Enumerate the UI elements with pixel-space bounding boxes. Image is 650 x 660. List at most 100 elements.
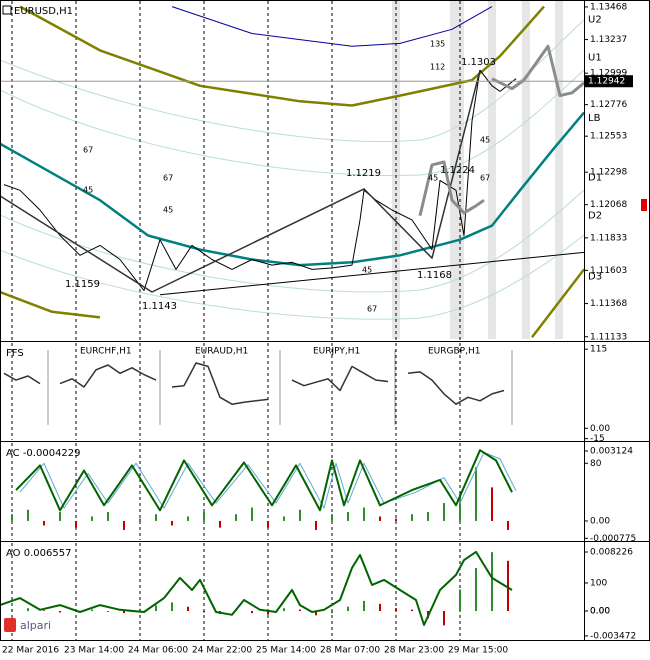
annotation: 45 bbox=[362, 266, 372, 275]
y-tick-label: 0.00 bbox=[590, 516, 610, 526]
histogram-bar bbox=[475, 467, 477, 521]
histogram-bar bbox=[363, 507, 365, 521]
band-curve bbox=[0, 69, 585, 176]
histogram-bar bbox=[235, 514, 237, 521]
annotation: 67 bbox=[480, 174, 490, 183]
y-tick-label: 100 bbox=[590, 578, 607, 588]
annotation: 135 bbox=[430, 40, 445, 49]
pane-title: AC -0.0004229 bbox=[6, 448, 81, 459]
marker bbox=[641, 199, 647, 211]
series-line bbox=[15, 449, 513, 512]
brand: alpari bbox=[20, 619, 51, 632]
histogram-bar bbox=[491, 487, 493, 521]
histogram-bar bbox=[155, 514, 157, 521]
y-tick-label: 1.12298 bbox=[590, 168, 627, 178]
series-line bbox=[418, 44, 585, 217]
level-label: D2 bbox=[588, 211, 602, 222]
histogram-bar bbox=[139, 608, 141, 612]
annotation: 1.1159 bbox=[65, 279, 100, 290]
histogram-bar bbox=[411, 609, 413, 612]
plot-layer: 1.13468 1.13237 1.12999 1.12776 1.12553 1.122… bbox=[0, 1, 636, 656]
title-icon bbox=[2, 5, 12, 15]
annotation: 45 bbox=[480, 136, 490, 145]
y-tick-label: 80 bbox=[590, 459, 602, 469]
annotation: 1.1168 bbox=[417, 270, 452, 281]
series-line bbox=[159, 251, 585, 296]
band-curve bbox=[0, 189, 585, 293]
x-tick-label: 24 Mar 06:00 bbox=[128, 646, 188, 656]
y-tick-label: 1.11368 bbox=[590, 299, 627, 309]
x-tick-label: 22 Mar 2016 bbox=[2, 646, 59, 656]
last-price-box bbox=[585, 75, 633, 88]
histogram-bar bbox=[363, 600, 365, 612]
histogram-bar bbox=[347, 511, 349, 521]
y-tick-label: 1.13468 bbox=[590, 2, 627, 12]
y-tick-label: 0.00 bbox=[590, 607, 610, 617]
x-tick-label: 29 Mar 15:00 bbox=[448, 646, 508, 656]
histogram-bar bbox=[283, 608, 285, 612]
series-line bbox=[3, 69, 517, 292]
y-tick-label: 1.11603 bbox=[590, 266, 627, 276]
annotation: 67 bbox=[163, 174, 173, 183]
y-tick-label: 0.008226 bbox=[590, 548, 633, 558]
y-tick-label: 1.12553 bbox=[590, 132, 627, 142]
histogram-bar bbox=[347, 606, 349, 612]
histogram-bar bbox=[11, 609, 13, 612]
annotation: 1.1143 bbox=[142, 301, 177, 312]
y-tick-label: 1.11133 bbox=[590, 332, 627, 342]
x-tick-label: 24 Mar 22:00 bbox=[192, 646, 252, 656]
y-tick-label: 1.12776 bbox=[590, 100, 627, 110]
histogram-bar bbox=[27, 509, 29, 521]
y-tick-label: 0.00 bbox=[590, 424, 610, 434]
histogram-bar bbox=[43, 610, 45, 612]
pane-title: AO 0.006557 bbox=[6, 548, 71, 559]
y-tick-label: 1.12999 bbox=[590, 69, 627, 79]
histogram-bar bbox=[123, 520, 125, 530]
y-tick-label: 1.11833 bbox=[590, 233, 627, 243]
level-label: D1 bbox=[588, 173, 602, 184]
x-tick-label: 28 Mar 23:00 bbox=[384, 646, 444, 656]
histogram-bar bbox=[379, 603, 381, 612]
y-tick-label: -15 bbox=[590, 434, 605, 444]
histogram-bar bbox=[59, 511, 61, 521]
histogram-bar bbox=[75, 520, 77, 528]
histogram-bar bbox=[267, 611, 269, 615]
level-label: U2 bbox=[588, 14, 602, 25]
brand-icon bbox=[4, 618, 16, 632]
pair-label: EURJPY,H1 bbox=[313, 347, 360, 357]
histogram-bar bbox=[443, 611, 445, 626]
pane-title: EURUSD,H1 bbox=[14, 6, 73, 17]
y-tick-label: 0.00 bbox=[590, 606, 610, 616]
series-line bbox=[0, 268, 585, 338]
y-tick-label: 1.13237 bbox=[590, 35, 627, 45]
shade bbox=[555, 1, 563, 339]
band-curve bbox=[0, 234, 585, 320]
series-line bbox=[3, 362, 505, 405]
histogram-bar bbox=[187, 516, 189, 521]
level-label: U1 bbox=[588, 53, 602, 64]
y-tick-label: 115 bbox=[590, 345, 607, 355]
series-line bbox=[0, 70, 481, 293]
histogram-bar bbox=[91, 516, 93, 521]
histogram-bar bbox=[219, 520, 221, 528]
histogram-bar bbox=[59, 611, 61, 613]
histogram-bar bbox=[171, 520, 173, 526]
series-line bbox=[19, 5, 545, 107]
histogram-bar bbox=[395, 518, 397, 521]
annotation: 67 bbox=[367, 305, 377, 314]
annotation: 112 bbox=[430, 63, 445, 72]
x-tick-label: 25 Mar 14:00 bbox=[256, 646, 316, 656]
pair-label: EURCHF,H1 bbox=[80, 347, 132, 357]
histogram-bar bbox=[427, 511, 429, 521]
shade bbox=[522, 1, 530, 339]
histogram-bar bbox=[187, 606, 189, 612]
histogram-bar bbox=[395, 608, 397, 612]
annotation: 45 bbox=[428, 174, 438, 183]
ffs-separators bbox=[47, 350, 513, 425]
pane-title: FFS bbox=[6, 348, 24, 359]
histogram-bar bbox=[299, 609, 301, 612]
level-label: LB bbox=[588, 113, 601, 124]
annotation: 1.1303 bbox=[461, 57, 496, 68]
